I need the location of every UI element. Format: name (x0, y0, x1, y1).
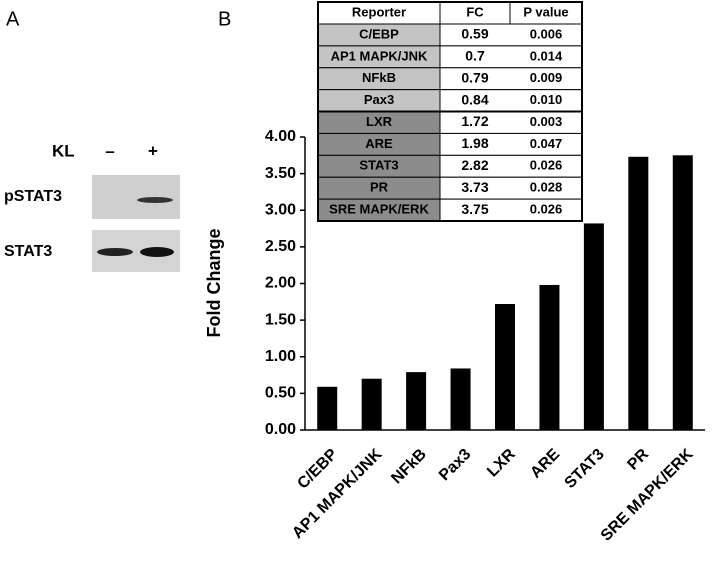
treatment-label: KL (52, 141, 75, 160)
table-cell: SRE MAPK/ERK (329, 201, 429, 216)
table-cell: NFkB (362, 70, 396, 85)
table-header: P value (523, 4, 568, 19)
bar (539, 284, 560, 430)
table-cell: 3.75 (461, 201, 488, 217)
table-cell: 0.003 (530, 114, 563, 129)
table-cell: 0.028 (530, 180, 563, 195)
table-cell: 1.98 (461, 135, 488, 151)
table-cell: 0.026 (530, 158, 563, 173)
table-cell: PR (370, 180, 389, 195)
blot-strip (92, 175, 180, 219)
table-cell: 0.026 (530, 201, 563, 216)
x-tick-label: LXR (484, 445, 519, 480)
table-cell: ARE (365, 136, 393, 151)
x-tick-label: ARE (527, 446, 563, 482)
y-tick-label: 0.00 (265, 421, 296, 438)
table-cell: 0.006 (530, 26, 563, 41)
x-tick-label: NFkB (388, 446, 430, 488)
table-cell: LXR (366, 114, 393, 129)
table-cell: 2.82 (461, 157, 488, 173)
table-cell: 0.84 (461, 91, 488, 107)
table-cell: 0.009 (530, 70, 563, 85)
table-header-bg (318, 2, 582, 24)
y-tick-label: 1.50 (265, 311, 296, 328)
y-tick-label: 1.00 (265, 348, 296, 365)
minus-label: – (105, 141, 114, 160)
blot-row-label: STAT3 (4, 243, 52, 260)
table-cell: 1.72 (461, 113, 488, 129)
y-tick-label: 2.00 (265, 275, 296, 292)
bar (495, 304, 515, 430)
blot-row-label: pSTAT3 (4, 188, 62, 205)
y-axis-label: Fold Change (204, 229, 224, 338)
y-tick-label: 3.50 (265, 165, 296, 182)
x-tick-label: Pax3 (436, 446, 475, 485)
table-cell: 0.59 (461, 26, 488, 42)
bar (583, 223, 604, 430)
table-cell: STAT3 (359, 158, 398, 173)
bar (450, 368, 471, 430)
blot-band (137, 197, 173, 203)
table-header: FC (466, 4, 484, 19)
x-tick-label: PR (624, 445, 652, 473)
bar (628, 156, 649, 430)
blot-band (97, 248, 133, 256)
table-cell: 0.010 (530, 92, 563, 107)
y-tick-label: 0.50 (265, 385, 296, 402)
table-cell: 0.047 (530, 136, 563, 151)
panel-label: B (218, 8, 231, 30)
blot-band (140, 247, 174, 257)
table-cell: Pax3 (364, 92, 394, 107)
table-cell: C/EBP (359, 26, 399, 41)
y-tick-label: 4.00 (265, 128, 296, 145)
bar (317, 386, 338, 430)
x-tick-label: STAT3 (562, 446, 608, 492)
table-cell: 0.7 (465, 48, 485, 64)
y-tick-label: 3.00 (265, 201, 296, 218)
table-cell: AP1 MAPK/JNK (331, 48, 428, 63)
table-cell: 0.79 (461, 69, 488, 85)
bar (672, 155, 693, 430)
table-cell: 0.014 (530, 48, 563, 63)
y-tick-label: 2.50 (265, 238, 296, 255)
bar (406, 372, 427, 430)
plus-label: + (148, 141, 158, 160)
panel-label: A (6, 8, 20, 30)
table-cell: 3.73 (461, 179, 488, 195)
bar (361, 378, 382, 430)
table-header: Reporter (352, 4, 406, 19)
